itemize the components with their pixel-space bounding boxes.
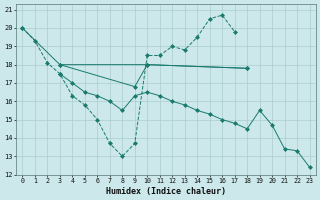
X-axis label: Humidex (Indice chaleur): Humidex (Indice chaleur)	[106, 187, 226, 196]
